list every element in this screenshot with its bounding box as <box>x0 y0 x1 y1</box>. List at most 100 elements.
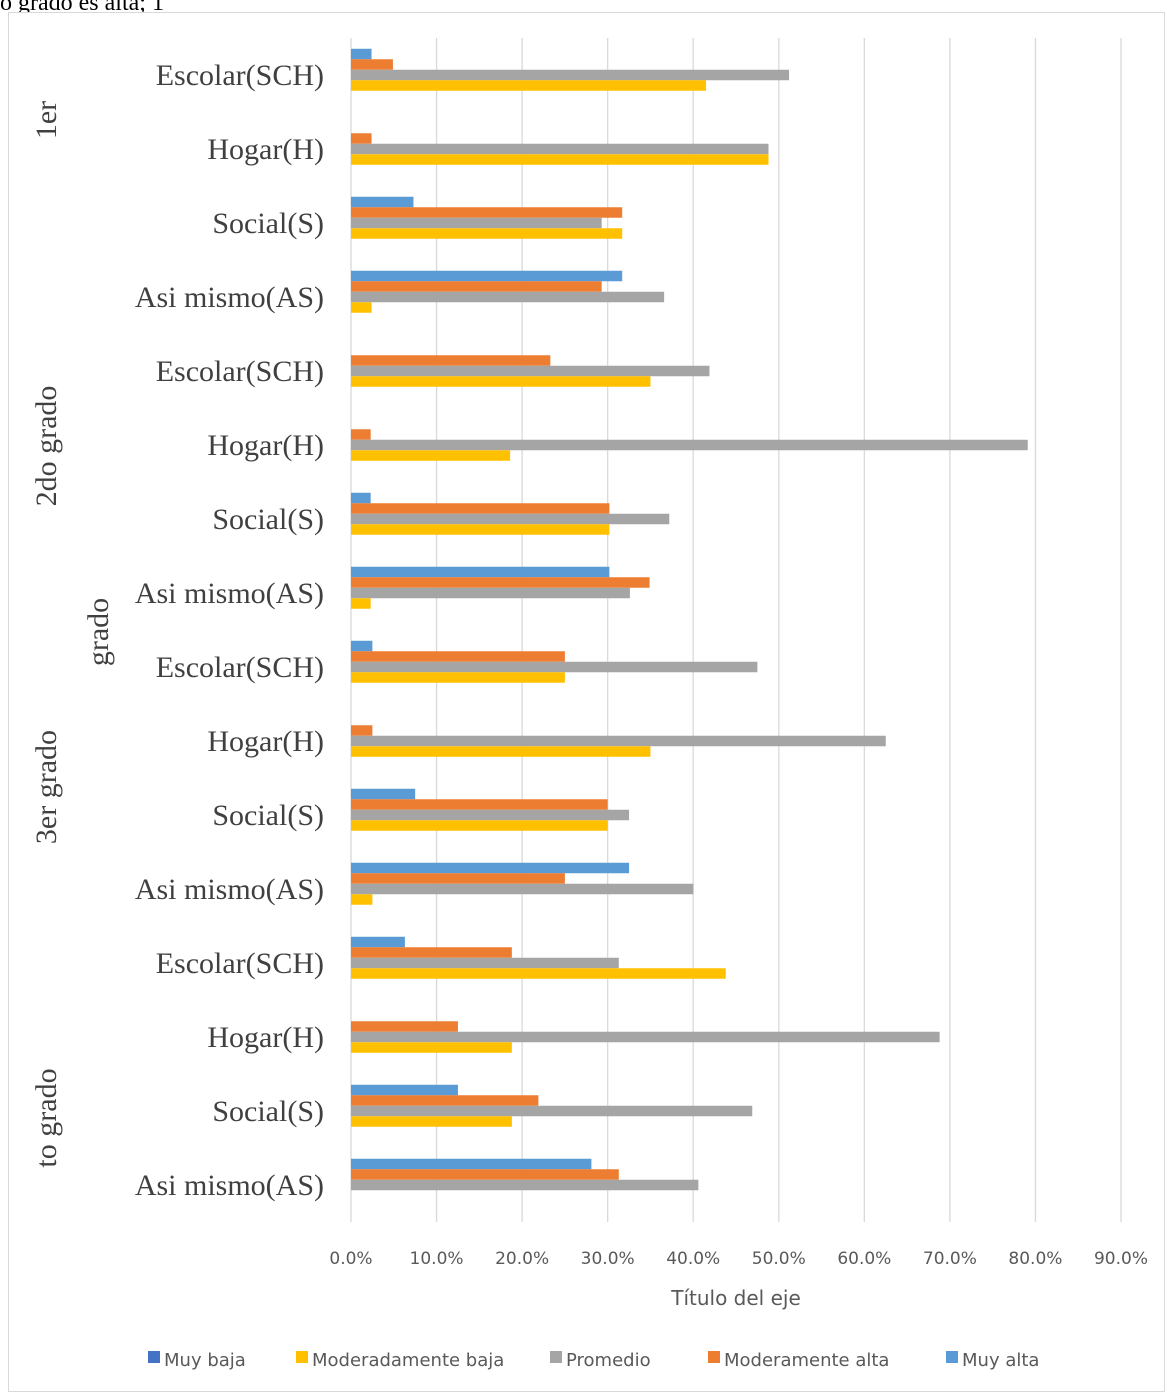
legend-label: Muy alta <box>962 1350 1039 1371</box>
bar-moderamente-alta <box>351 1021 458 1032</box>
legend-label: Moderadamente baja <box>312 1350 504 1371</box>
bar-moderamente-alta <box>351 1095 539 1106</box>
x-tick-labels: 0.0% 10.0% 20.0% 30.0% 40.0% 50.0% 60.0% 70.0% 8… <box>329 1249 1148 1269</box>
bar-promedio <box>351 143 769 155</box>
bar-moderadamente-baja <box>351 450 511 461</box>
legend-swatch <box>550 1351 562 1363</box>
group-label: 1er <box>30 101 63 139</box>
x-tick-label: 50.0% <box>752 1249 806 1269</box>
bar-moderadamente-baja <box>351 80 707 91</box>
bar-moderadamente-baja <box>351 598 371 609</box>
category-label: Social(S) <box>212 799 324 832</box>
bars <box>351 48 1028 1191</box>
bar-muy-alta <box>351 270 623 282</box>
category-label: Escolar(SCH) <box>156 59 324 92</box>
group-label: 2do grado <box>30 386 63 507</box>
bar-muy-alta <box>351 640 373 652</box>
legend-swatch <box>148 1351 160 1363</box>
bar-moderadamente-baja <box>351 820 608 831</box>
x-tick-label: 20.0% <box>495 1249 549 1269</box>
bar-muy-alta <box>351 1158 592 1170</box>
category-label: Social(S) <box>212 503 324 536</box>
bar-moderamente-alta <box>351 651 565 662</box>
bar-muy-alta <box>351 566 610 578</box>
bar-promedio <box>351 365 710 377</box>
category-label: Social(S) <box>212 207 324 240</box>
bar-muy-alta <box>351 492 371 504</box>
group-label: grado <box>82 598 115 666</box>
bar-moderadamente-baja <box>351 154 769 165</box>
category-label: Escolar(SCH) <box>156 651 324 684</box>
group-labels: 1er 2do grado grado 3er grado to grado <box>30 101 115 1168</box>
legend: Muy baja Moderadamente baja Promedio Modera… <box>148 1350 1039 1371</box>
x-tick-label: 70.0% <box>923 1249 977 1269</box>
gridlines <box>350 38 1122 1222</box>
legend-swatch <box>296 1351 308 1363</box>
category-label: Asi mismo(AS) <box>135 873 324 906</box>
bar-moderadamente-baja <box>351 302 372 313</box>
bar-moderadamente-baja <box>351 672 565 683</box>
bar-muy-alta <box>351 1084 458 1096</box>
bar-promedio <box>351 217 602 229</box>
bar-moderamente-alta <box>351 59 393 70</box>
category-label: Escolar(SCH) <box>156 355 324 388</box>
x-tick-label: 40.0% <box>666 1249 720 1269</box>
bar-muy-alta <box>351 862 630 874</box>
bar-moderadamente-baja <box>351 376 651 387</box>
bar-moderamente-alta <box>351 133 372 144</box>
x-tick-label: 60.0% <box>837 1249 891 1269</box>
bar-promedio <box>351 809 630 821</box>
x-axis-title: Título del eje <box>670 1286 801 1310</box>
bar-muy-alta <box>351 788 416 800</box>
bar-moderamente-alta <box>351 281 602 292</box>
category-labels: Escolar(SCH) Hogar(H) Social(S) Asi mismo(A… <box>135 59 324 1202</box>
bar-promedio <box>351 661 758 673</box>
bar-promedio <box>351 883 694 895</box>
bar-promedio <box>351 69 790 81</box>
bar-promedio <box>351 1031 940 1043</box>
legend-label: Muy baja <box>164 1350 246 1371</box>
bar-promedio <box>351 1179 699 1191</box>
bar-muy-alta <box>351 936 405 948</box>
category-label: Social(S) <box>212 1095 324 1128</box>
bar-moderamente-alta <box>351 725 373 736</box>
x-tick-label: 90.0% <box>1094 1249 1148 1269</box>
category-label: Asi mismo(AS) <box>135 281 324 314</box>
x-tick-label: 10.0% <box>410 1249 464 1269</box>
category-label: Hogar(H) <box>207 133 324 166</box>
bar-moderadamente-baja <box>351 1116 512 1127</box>
group-label: to grado <box>30 1068 63 1167</box>
category-label: Asi mismo(AS) <box>135 577 324 610</box>
legend-label: Moderamente alta <box>724 1350 889 1371</box>
bar-moderadamente-baja <box>351 894 373 905</box>
bar-moderamente-alta <box>351 947 512 958</box>
x-tick-label: 30.0% <box>581 1249 635 1269</box>
bar-promedio <box>351 735 886 747</box>
category-label: Asi mismo(AS) <box>135 1169 324 1202</box>
bar-moderadamente-baja <box>351 228 623 239</box>
bar-moderamente-alta <box>351 355 551 366</box>
bar-moderamente-alta <box>351 873 565 884</box>
bar-muy-alta <box>351 48 372 60</box>
bar-moderadamente-baja <box>351 968 726 979</box>
group-label: 3er grado <box>30 730 63 844</box>
x-tick-label: 80.0% <box>1008 1249 1062 1269</box>
bar-promedio <box>351 587 630 599</box>
bar-moderamente-alta <box>351 1169 619 1180</box>
bar-moderamente-alta <box>351 207 623 218</box>
bar-moderadamente-baja <box>351 746 651 757</box>
category-label: Hogar(H) <box>207 725 324 758</box>
bar-moderamente-alta <box>351 503 610 514</box>
bar-moderamente-alta <box>351 577 650 588</box>
legend-label: Promedio <box>566 1350 651 1371</box>
bar-moderamente-alta <box>351 429 371 440</box>
bar-promedio <box>351 439 1028 451</box>
legend-swatch <box>708 1351 720 1363</box>
category-label: Escolar(SCH) <box>156 947 324 980</box>
category-label: Hogar(H) <box>207 1021 324 1054</box>
bar-promedio <box>351 291 665 303</box>
x-tick-label: 0.0% <box>329 1249 372 1269</box>
bar-muy-alta <box>351 196 414 208</box>
bar-promedio <box>351 513 670 525</box>
